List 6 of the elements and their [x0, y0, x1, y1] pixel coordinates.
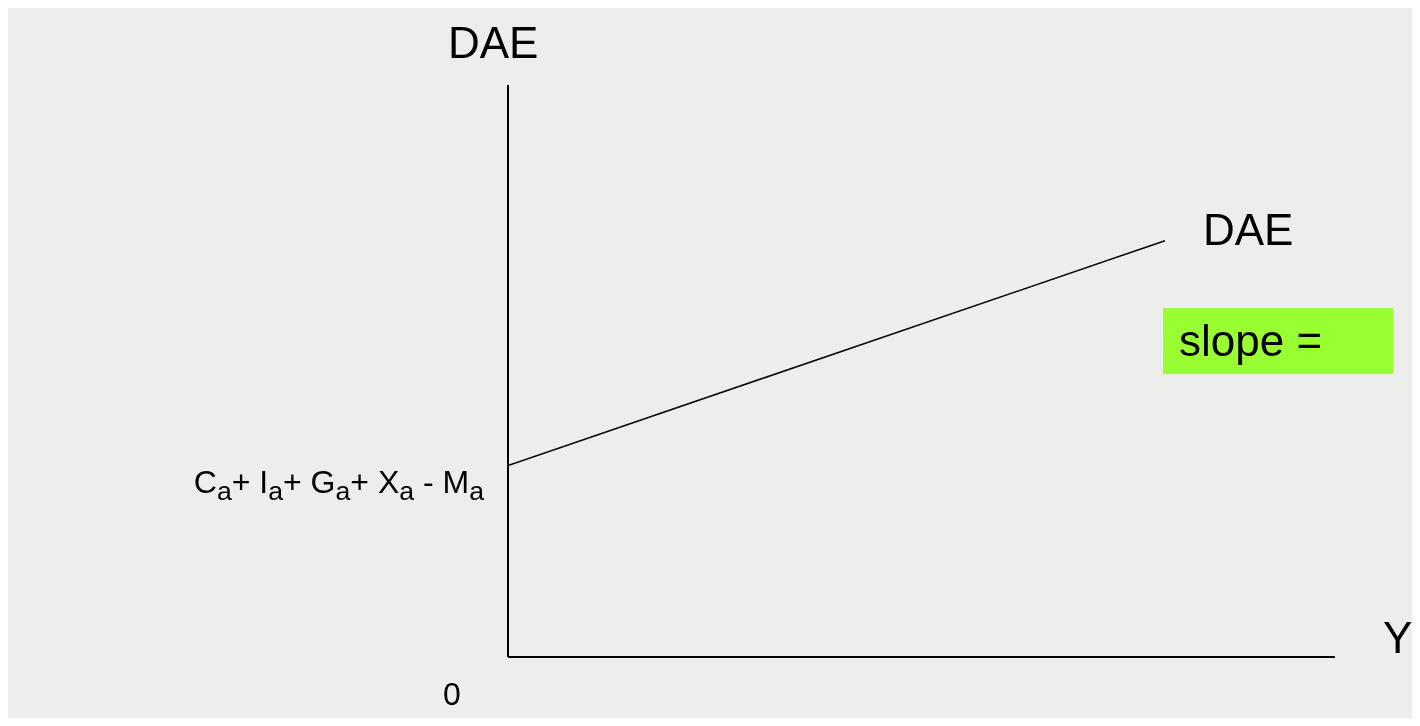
annotation: slope =: [1163, 308, 1393, 374]
x-axis-title: Y: [1383, 613, 1413, 663]
text: C$_{a}$+ I$_{a}$+ G$_{a}$+ X$_{a}$ - M$_{a}$: [193, 464, 484, 507]
y-axis-title: DAE: [448, 18, 539, 68]
text: 0: [443, 676, 461, 713]
series-label: DAE: [1203, 204, 1294, 254]
